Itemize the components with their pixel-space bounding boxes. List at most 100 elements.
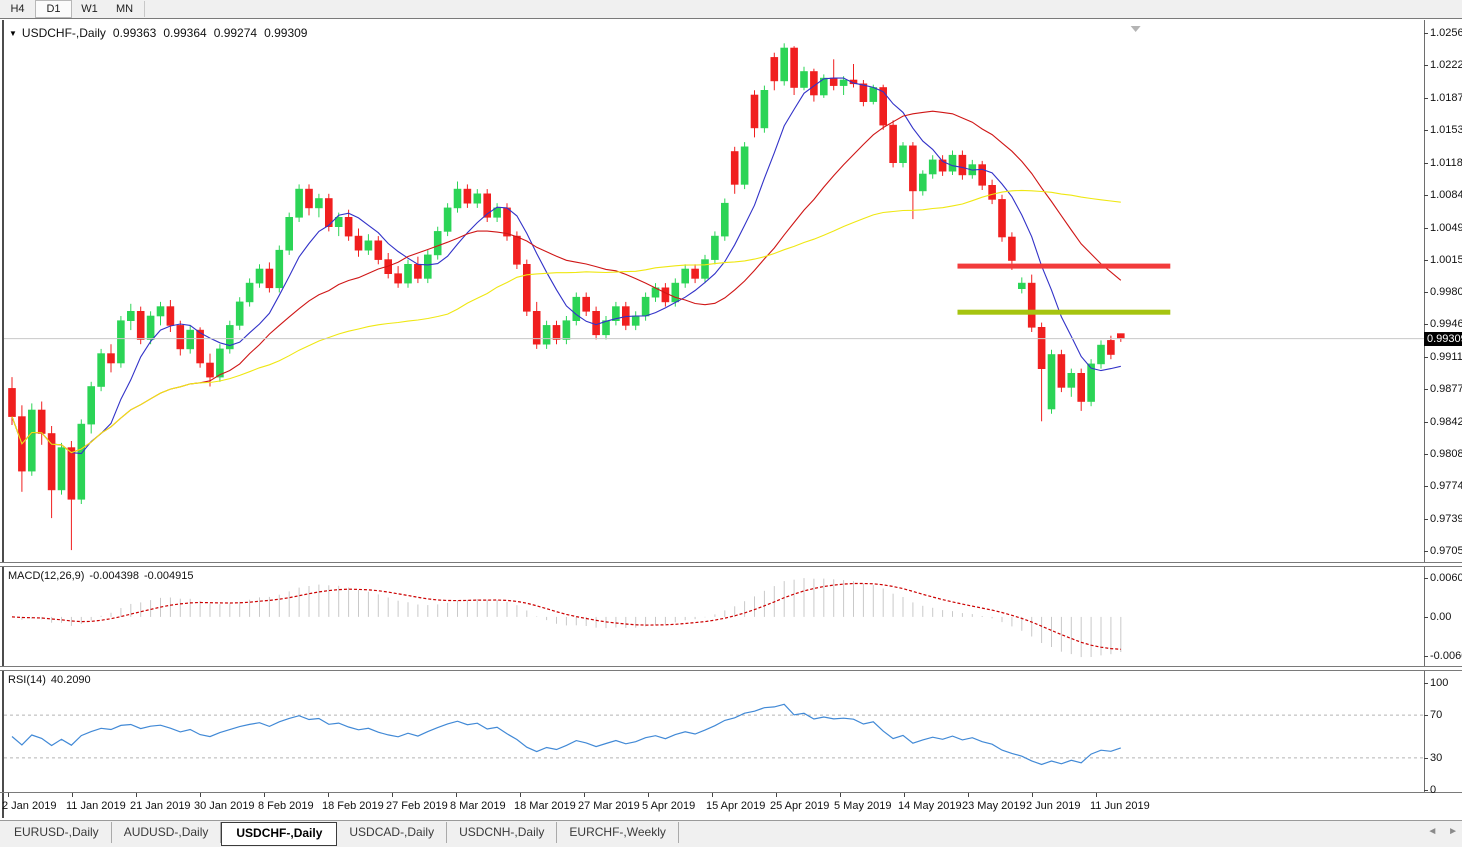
symbol-dropdown-icon[interactable]: ▼ — [9, 29, 17, 38]
price-axis-border — [1424, 20, 1425, 793]
toolbar-separator — [144, 1, 145, 17]
macd-tick-mark — [1424, 578, 1428, 579]
candlesticks — [8, 43, 1125, 551]
macd-axis-tick-label: 0.00 — [1430, 611, 1452, 623]
rsi-axis-tick-label: 70 — [1430, 709, 1443, 721]
price-tick-mark — [1424, 98, 1428, 99]
date-axis-tick-label: 27 Mar 2019 — [578, 800, 640, 812]
date-axis-tick-label: 18 Feb 2019 — [322, 800, 384, 812]
date-tick-mark — [584, 793, 585, 797]
date-axis-tick-label: 5 May 2019 — [834, 800, 892, 812]
date-tick-mark — [840, 793, 841, 797]
price-tick-mark — [1424, 389, 1428, 390]
price-tick-mark — [1424, 357, 1428, 358]
date-axis-tick-label: 18 Mar 2019 — [514, 800, 576, 812]
ohlc-close: 0.99309 — [264, 26, 308, 40]
date-axis-tick-label: 21 Jan 2019 — [130, 800, 191, 812]
timeframe-button-d1[interactable]: D1 — [35, 0, 72, 18]
fast-ma-line[interactable] — [11, 77, 1121, 455]
date-tick-mark — [904, 793, 905, 797]
date-tick-mark — [648, 793, 649, 797]
rsi-value: 40.2090 — [50, 674, 91, 686]
date-axis-tick-label: 8 Feb 2019 — [258, 800, 314, 812]
chart-symbol-label: USDCHF-,Daily — [21, 26, 106, 40]
slow-ma-line[interactable] — [11, 189, 1121, 454]
timeframe-button-h4[interactable]: H4 — [10, 3, 25, 15]
price-axis-tick-label: 1.00490 — [1430, 222, 1462, 234]
chart-tab-eurchf[interactable]: EURCHF-,Weekly — [557, 822, 679, 843]
price-axis-tick-label: 1.01870 — [1430, 92, 1462, 104]
price-axis-tick-label: 1.01530 — [1430, 124, 1462, 136]
date-tick-mark — [968, 793, 969, 797]
rsi-tick-mark — [1424, 683, 1428, 684]
chart-title[interactable]: ▼ USDCHF-,Daily 0.99363 0.99364 0.99274 0.993… — [9, 26, 307, 40]
chart-shift-marker-icon[interactable] — [1130, 26, 1141, 32]
rsi-bottom-border — [0, 792, 1462, 793]
rsi-panel-canvas[interactable] — [4, 670, 1424, 792]
rsi-axis-tick-label: 0 — [1430, 784, 1437, 796]
chart-tab-usdchf[interactable]: USDCHF-,Daily — [221, 822, 338, 846]
date-tick-mark — [712, 793, 713, 797]
chart-tab-eurusd[interactable]: EURUSD-,Daily — [2, 822, 112, 843]
date-tick-mark — [1032, 793, 1033, 797]
price-tick-mark — [1424, 324, 1428, 325]
date-tick-mark — [328, 793, 329, 797]
date-axis-tick-label: 2 Jan 2019 — [2, 800, 57, 812]
price-axis-tick-label: 1.02220 — [1430, 59, 1462, 71]
rsi-label: RSI(14) — [8, 674, 46, 686]
chart-tab-usdcad[interactable]: USDCAD-,Daily — [337, 822, 448, 843]
rsi-indicator-label: RSI(14) 40.2090 — [8, 674, 96, 686]
price-tick-mark — [1424, 33, 1428, 34]
price-tick-mark — [1424, 551, 1428, 552]
date-axis-tick-label: 15 Apr 2019 — [706, 800, 766, 812]
price-tick-mark — [1424, 454, 1428, 455]
timeframe-toolbar: H4 D1 W1 MN — [0, 0, 1462, 18]
chart-tab-usdcnh[interactable]: USDCNH-,Daily — [447, 822, 558, 843]
macd-label: MACD(12,26,9) — [8, 570, 85, 582]
main-macd-separator[interactable] — [0, 562, 1462, 567]
rsi-tick-mark — [1424, 790, 1428, 791]
date-axis-tick-label: 27 Feb 2019 — [386, 800, 448, 812]
date-axis-tick-label: 14 May 2019 — [898, 800, 962, 812]
tab-scroll-left-icon[interactable]: ◄ — [1427, 826, 1438, 837]
horizontal-trendline-1[interactable] — [957, 309, 1171, 315]
chart-tab-audusd[interactable]: AUDUSD-,Daily — [112, 822, 222, 843]
tab-scroll-right-icon[interactable]: ► — [1448, 826, 1458, 837]
macd-indicator-label: MACD(12,26,9) -0.004398 -0.004915 — [8, 570, 199, 582]
price-tick-mark — [1424, 130, 1428, 131]
price-tick-mark — [1424, 195, 1428, 196]
macd-axis-tick-label: -0.006096 — [1430, 650, 1462, 662]
price-axis-tick-label: 1.01180 — [1430, 157, 1462, 169]
price-tick-mark — [1424, 292, 1428, 293]
date-tick-mark — [264, 793, 265, 797]
rsi-axis-tick-label: 30 — [1430, 752, 1443, 764]
macd-tick-mark — [1424, 617, 1428, 618]
macd-panel-canvas[interactable] — [4, 566, 1424, 666]
price-tick-mark — [1424, 163, 1428, 164]
date-tick-mark — [520, 793, 521, 797]
price-chart-canvas[interactable] — [4, 22, 1424, 562]
date-tick-mark — [72, 793, 73, 797]
macd-tick-mark — [1424, 656, 1428, 657]
price-tick-mark — [1424, 260, 1428, 261]
macd-main-value: -0.004398 — [89, 570, 139, 582]
date-tick-mark — [776, 793, 777, 797]
ohlc-low: 0.99274 — [213, 26, 258, 40]
price-axis-tick-label: 1.02560 — [1430, 27, 1462, 39]
timeframe-button-mn[interactable]: MN — [115, 3, 134, 15]
date-axis-tick-label: 5 Apr 2019 — [642, 800, 696, 812]
date-tick-mark — [392, 793, 393, 797]
chart-tab-bar: EURUSD-,Daily AUDUSD-,Daily USDCHF-,Daily U… — [0, 820, 1462, 847]
date-axis-tick-label: 8 Mar 2019 — [450, 800, 506, 812]
horizontal-trendline-0[interactable] — [957, 263, 1171, 269]
timeframe-button-w1[interactable]: W1 — [81, 3, 98, 15]
macd-rsi-separator[interactable] — [0, 666, 1462, 671]
